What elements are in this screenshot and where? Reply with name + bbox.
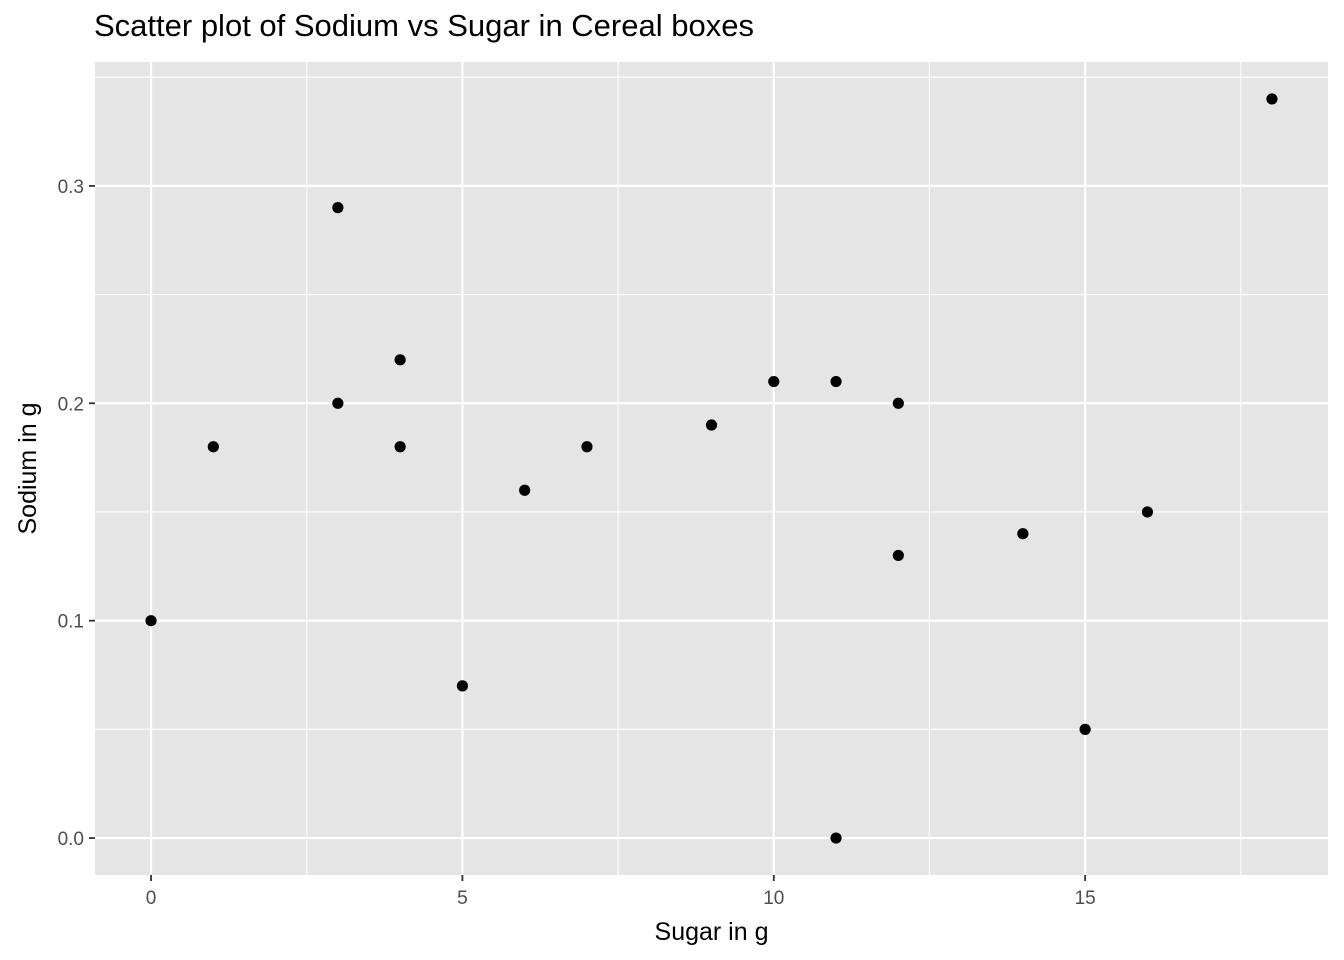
data-point xyxy=(830,375,842,388)
data-point xyxy=(1141,506,1154,518)
data-point xyxy=(892,397,904,409)
data-point xyxy=(519,484,531,496)
data-point xyxy=(332,202,344,214)
data-point xyxy=(332,397,344,409)
data-point xyxy=(207,441,219,453)
y-tick-label: 0.3 xyxy=(58,177,84,198)
y-axis-ticks: 0.0 0.1 0.2 0.3 xyxy=(58,177,95,850)
data-point xyxy=(1079,723,1091,735)
data-point xyxy=(145,615,157,627)
data-point xyxy=(394,441,406,453)
plot-panel xyxy=(95,62,1328,875)
minor-gridlines xyxy=(95,62,1328,875)
y-tick-label: 0.2 xyxy=(58,394,84,415)
x-axis-ticks: 0 5 10 15 xyxy=(146,875,1096,909)
data-point xyxy=(830,832,842,844)
x-tick-label: 5 xyxy=(457,888,468,909)
data-point xyxy=(768,375,780,388)
data-points xyxy=(145,93,1278,844)
data-point xyxy=(1266,93,1278,105)
x-axis-title: Sugar in g xyxy=(655,918,769,946)
data-point xyxy=(456,680,469,692)
data-point xyxy=(1017,528,1029,540)
x-tick-label: 10 xyxy=(763,888,784,909)
y-tick-label: 0.0 xyxy=(58,829,84,850)
chart-title: Scatter plot of Sodium vs Sugar in Cerea… xyxy=(94,8,754,43)
y-tick-label: 0.1 xyxy=(58,612,84,633)
x-tick-label: 15 xyxy=(1075,888,1096,909)
major-gridlines xyxy=(95,62,1328,875)
data-point xyxy=(892,549,904,562)
y-axis-title: Sodium in g xyxy=(14,402,42,534)
data-point xyxy=(394,354,406,366)
data-point xyxy=(581,441,593,453)
data-point xyxy=(705,419,718,431)
x-tick-label: 0 xyxy=(146,888,157,909)
